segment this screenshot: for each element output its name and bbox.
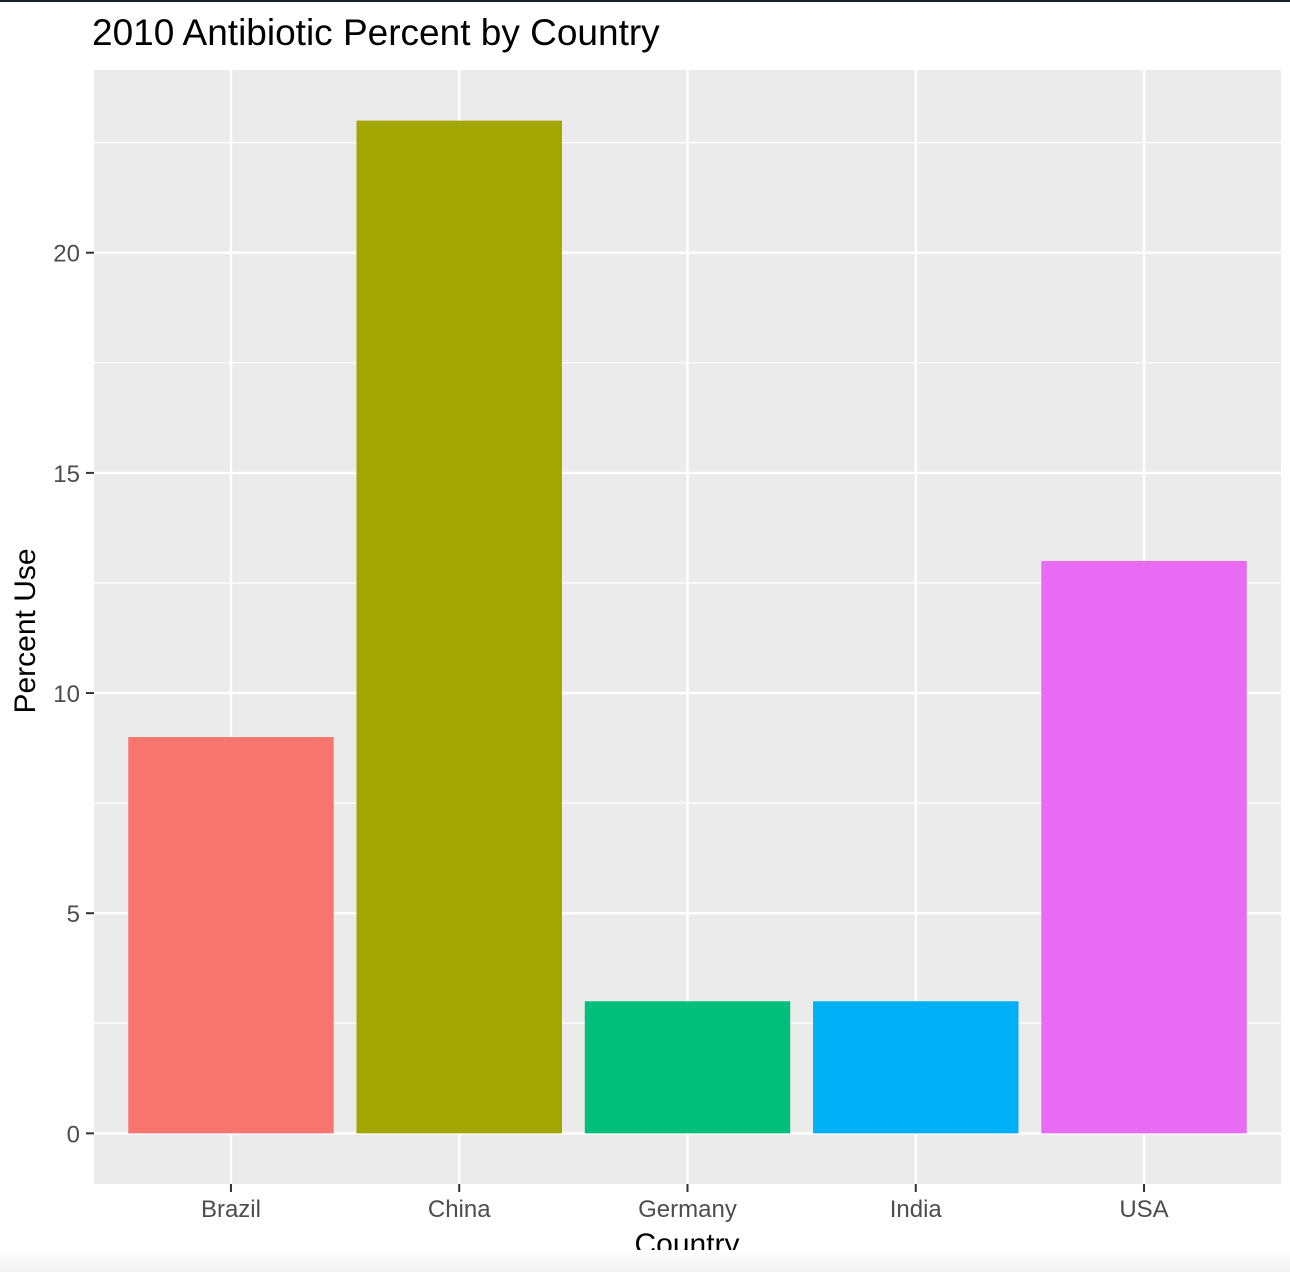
bar-usa (1041, 560, 1247, 1134)
y-tick-label: 0 (67, 1121, 80, 1148)
y-tick-label: 10 (53, 681, 80, 708)
bar-india (813, 1001, 1019, 1134)
bottom-edge (0, 1250, 1290, 1272)
x-tick-label: India (890, 1196, 943, 1223)
x-axis: Brazil China Germany India USA (201, 1184, 1169, 1223)
bar-germany (584, 1001, 791, 1134)
y-axis: 0 5 10 15 20 (53, 241, 94, 1148)
top-border (0, 0, 1290, 2)
x-tick-label: USA (1119, 1196, 1168, 1223)
x-tick-label: Brazil (201, 1196, 261, 1223)
bar-brazil (128, 737, 334, 1134)
x-tick-label: China (428, 1196, 491, 1223)
bar-china (356, 120, 562, 1134)
y-tick-label: 15 (53, 461, 80, 488)
bars (128, 120, 1247, 1134)
y-axis-label: Percent Use (9, 548, 42, 713)
chart-title: 2010 Antibiotic Percent by Country (92, 12, 660, 53)
x-tick-label: Germany (638, 1196, 737, 1223)
y-tick-label: 20 (53, 241, 80, 268)
y-tick-label: 5 (67, 901, 80, 928)
